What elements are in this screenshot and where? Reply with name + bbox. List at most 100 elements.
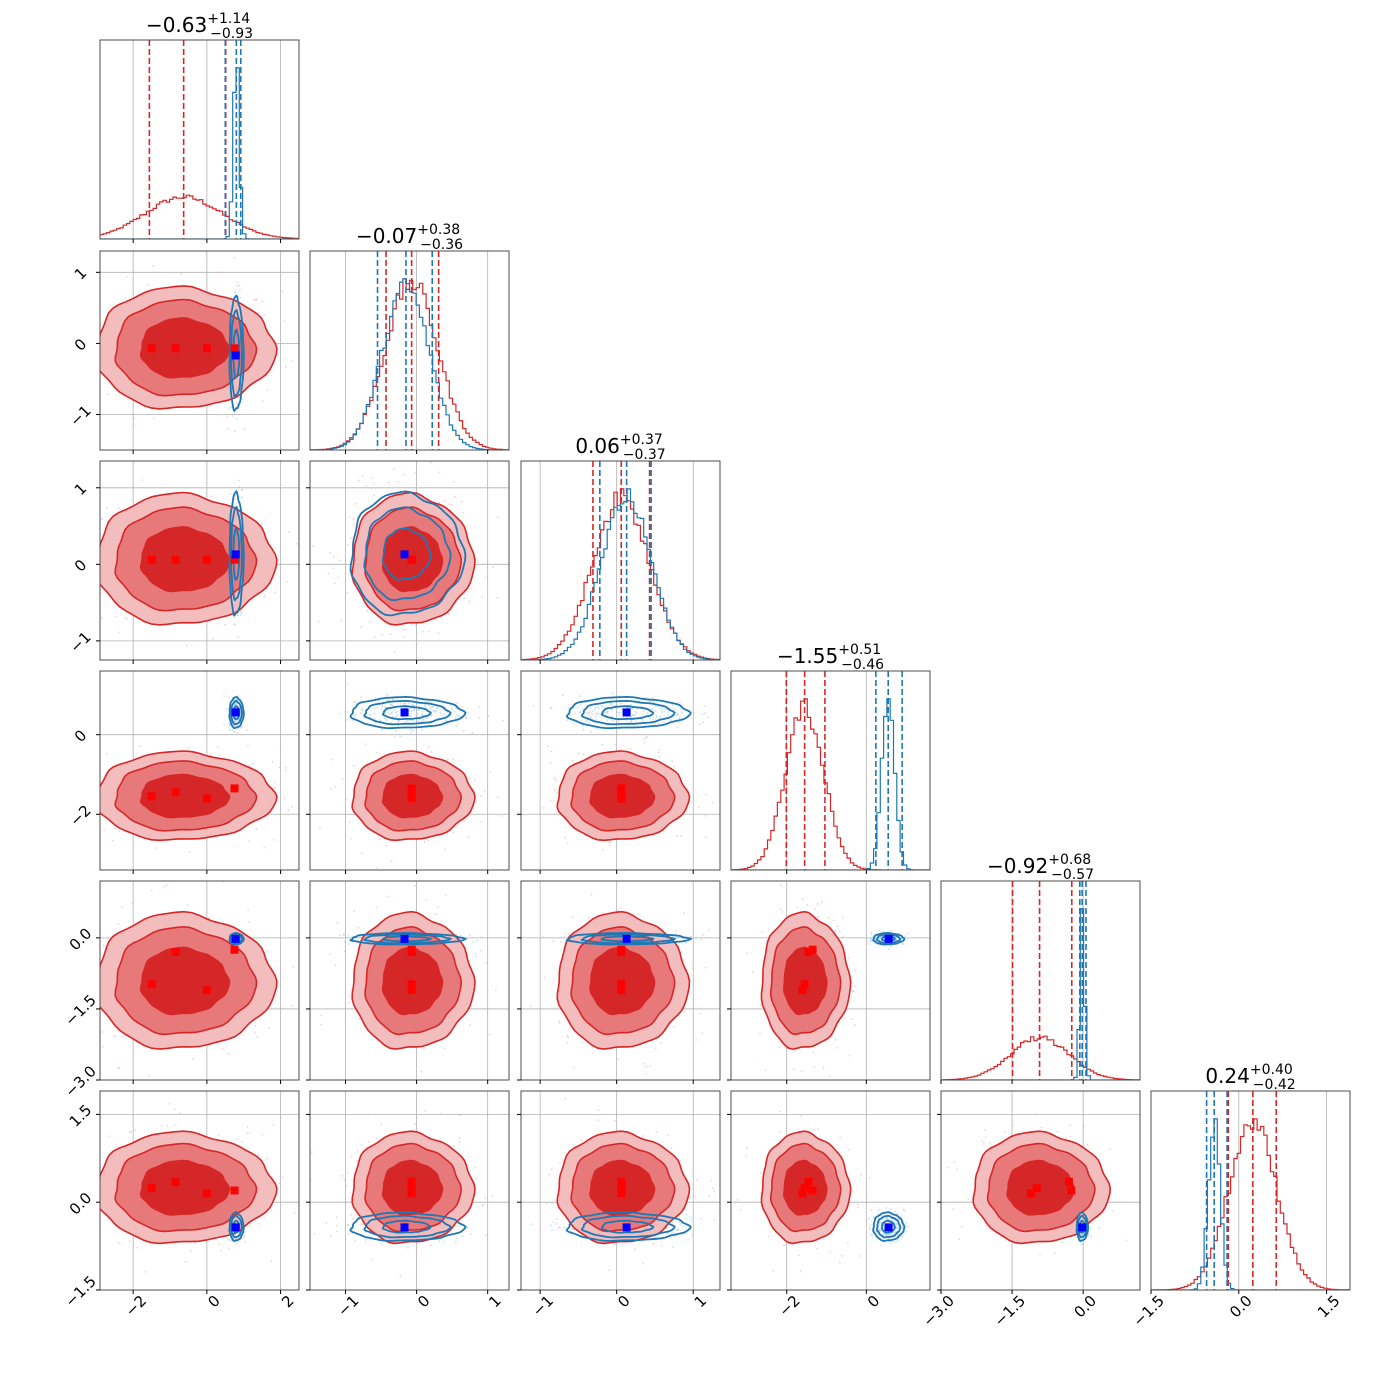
sample-point-blue xyxy=(413,472,416,474)
truth-marker-blue xyxy=(622,708,631,717)
sample-point-blue xyxy=(396,713,399,716)
sample-point-blue xyxy=(397,720,400,723)
sample-point-red xyxy=(793,1049,796,1052)
sample-point-red xyxy=(114,615,117,618)
sample-point-red xyxy=(451,758,454,761)
sample-point-red xyxy=(558,1020,561,1022)
sample-point-red xyxy=(378,838,381,841)
sample-point-blue xyxy=(630,719,633,722)
title-plus: +0.51 xyxy=(838,642,881,658)
sample-point-red xyxy=(645,1065,648,1068)
sample-point-blue xyxy=(432,709,435,712)
sample-point-blue xyxy=(681,711,683,714)
sample-point-blue xyxy=(412,729,415,732)
panel-frame xyxy=(520,670,721,871)
panel-4-1 xyxy=(306,880,510,1084)
sample-point-blue xyxy=(609,702,612,705)
sample-point-red xyxy=(542,807,545,809)
density-contour-blue xyxy=(230,505,243,602)
panel-content xyxy=(310,881,509,1080)
sample-point-blue xyxy=(423,703,426,706)
sample-point-blue xyxy=(361,474,364,477)
sample-point-red xyxy=(767,928,770,931)
sample-point-blue xyxy=(357,939,359,942)
histogram-red xyxy=(941,1035,1140,1080)
sample-point-red xyxy=(500,815,503,817)
sample-point-blue xyxy=(383,717,386,720)
sample-point-blue xyxy=(410,623,413,626)
sample-point-red xyxy=(366,610,368,612)
sample-point-red xyxy=(571,916,574,919)
sample-point-red xyxy=(58,757,60,759)
panel-frame xyxy=(99,880,300,1081)
sample-point-blue xyxy=(245,729,248,731)
truth-marker-blue xyxy=(231,934,240,943)
sample-point-blue xyxy=(868,943,871,945)
sample-point-blue xyxy=(385,719,388,722)
sample-point-red xyxy=(691,967,694,970)
sample-point-red xyxy=(447,612,450,615)
sample-point-red xyxy=(221,271,224,274)
sample-point-blue xyxy=(394,709,396,712)
sample-point-blue xyxy=(635,712,638,715)
density-contour-blue xyxy=(381,527,432,581)
panel-frame xyxy=(730,880,931,1081)
sample-point-red xyxy=(108,1135,111,1138)
sample-point-red xyxy=(320,1014,322,1017)
sample-point-blue xyxy=(472,941,475,944)
sample-point-red xyxy=(144,1270,147,1273)
sample-point-blue xyxy=(661,710,663,712)
truth-marker-red xyxy=(171,344,180,353)
sample-point-blue xyxy=(430,714,433,717)
sample-point-red xyxy=(489,1033,492,1036)
sample-point-blue xyxy=(870,940,872,943)
sample-point-red xyxy=(485,961,487,964)
sample-point-blue xyxy=(677,722,680,724)
truth-marker-blue xyxy=(400,708,409,717)
sample-point-blue xyxy=(601,705,604,708)
panel-2-0: −101 xyxy=(66,460,300,664)
sample-point-red xyxy=(682,1010,685,1013)
sample-point-red xyxy=(358,1018,361,1020)
sample-point-blue xyxy=(870,933,873,936)
sample-point-red xyxy=(475,955,478,957)
sample-point-blue xyxy=(395,730,397,733)
sample-point-red xyxy=(577,752,580,755)
truth-marker-red xyxy=(617,945,626,954)
sample-point-blue xyxy=(439,712,442,715)
sample-point-blue xyxy=(435,710,438,712)
sample-point-blue xyxy=(233,257,236,259)
panel-content xyxy=(100,881,299,1080)
sample-point-blue xyxy=(420,720,423,723)
histogram-blue xyxy=(731,698,930,870)
sample-point-blue xyxy=(373,494,376,497)
sample-point-red xyxy=(657,751,660,754)
sample-point-red xyxy=(82,557,84,559)
sample-point-red xyxy=(543,976,546,979)
truth-marker-blue xyxy=(622,934,631,943)
sample-point-red xyxy=(136,1246,139,1249)
truth-marker-red xyxy=(617,985,626,994)
sample-point-red xyxy=(268,1027,270,1029)
sample-point-red xyxy=(566,1035,569,1038)
sample-point-red xyxy=(106,507,108,510)
sample-point-red xyxy=(217,622,220,625)
sample-point-red xyxy=(780,908,782,911)
sample-point-blue xyxy=(654,718,657,720)
sample-point-red xyxy=(111,839,114,842)
sample-point-red xyxy=(462,820,465,823)
sample-point-red xyxy=(248,840,250,842)
sample-point-red xyxy=(828,1075,831,1078)
sample-point-blue xyxy=(890,945,893,948)
sample-point-blue xyxy=(404,628,407,631)
histogram-blue xyxy=(100,67,299,239)
density-contour-blue xyxy=(230,308,243,398)
truth-marker-red xyxy=(230,344,239,353)
sample-point-red xyxy=(113,1035,115,1038)
sample-point-blue xyxy=(606,712,609,715)
sample-point-red xyxy=(224,623,227,626)
sample-point-red xyxy=(552,800,555,802)
sample-point-red xyxy=(468,777,471,780)
sample-point-red xyxy=(836,925,839,928)
sample-point-blue xyxy=(456,714,459,717)
